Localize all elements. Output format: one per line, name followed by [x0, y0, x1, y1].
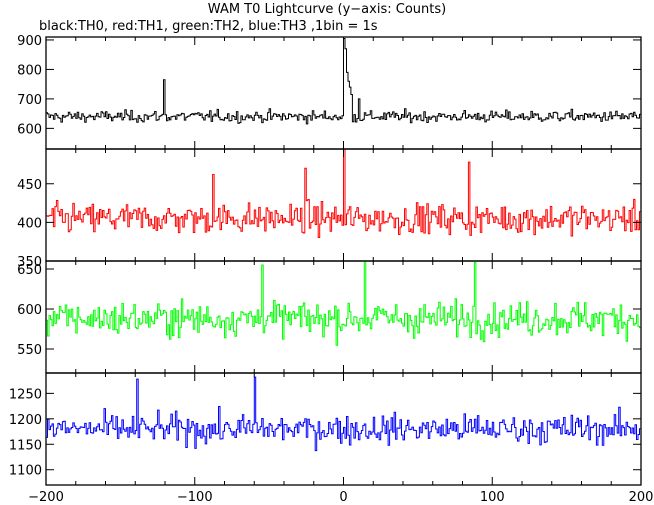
x-tick-label: −100: [177, 490, 213, 505]
series-line-th1: [46, 149, 641, 238]
y-tick-label: 600: [17, 122, 42, 137]
x-tick-label: 200: [629, 490, 654, 505]
chart-title: WAM T0 Lightcurve (y−axis: Counts): [208, 2, 446, 17]
y-tick-label: 550: [17, 343, 42, 358]
y-tick-label: 1200: [9, 413, 42, 428]
x-tick-label: 100: [480, 490, 505, 505]
y-tick-label: 450: [17, 178, 42, 193]
y-tick-label: 400: [17, 216, 42, 231]
panel-3: 1100 1150 1200 1250: [9, 372, 642, 486]
y-tick-label: 1250: [9, 387, 42, 402]
y-tick-label: 700: [17, 93, 42, 108]
y-tick-label: 900: [17, 34, 42, 49]
series-line-th0: [46, 38, 641, 125]
y-tick-label: 350: [17, 255, 42, 270]
panel-1: 350 400 450: [17, 148, 642, 270]
y-tick-label: 650: [17, 263, 42, 278]
series-line-th2: [46, 261, 641, 346]
y-tick-label: 600: [17, 303, 42, 318]
panel-0: 600 700 800 900: [17, 34, 642, 150]
x-tick-label: 0: [339, 490, 347, 505]
y-tick-label: 1100: [9, 464, 42, 479]
x-tick-label: −200: [28, 490, 64, 505]
panel-2: 550 600 650: [17, 260, 642, 374]
chart-subtitle: black:TH0, red:TH1, green:TH2, blue:TH3 …: [39, 19, 378, 34]
y-tick-label: 1150: [9, 438, 42, 453]
y-tick-label: 800: [17, 63, 42, 78]
series-line-th3: [46, 376, 641, 452]
